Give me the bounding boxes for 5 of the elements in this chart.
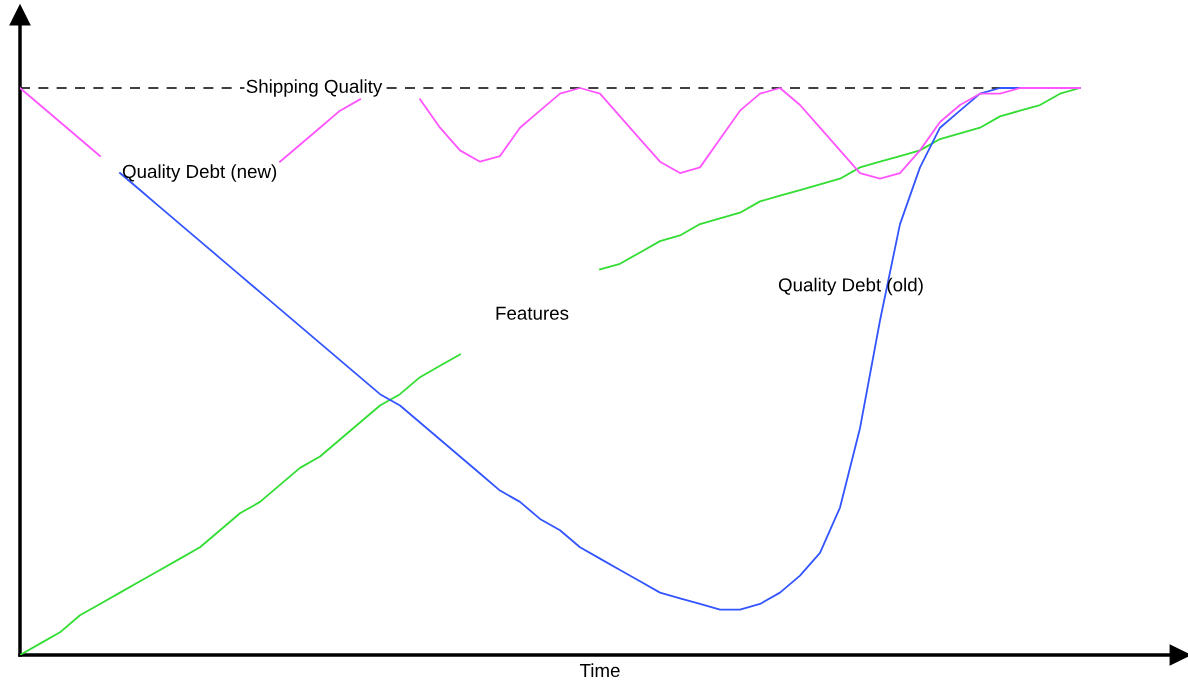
series-label: Quality Debt (new) — [122, 164, 277, 182]
x-axis-title: Time — [579, 663, 620, 678]
ref-line-label: Shipping Quality — [246, 79, 383, 97]
text: Features — [496, 306, 569, 320]
series-label: Quality Debt (old) — [778, 277, 923, 296]
